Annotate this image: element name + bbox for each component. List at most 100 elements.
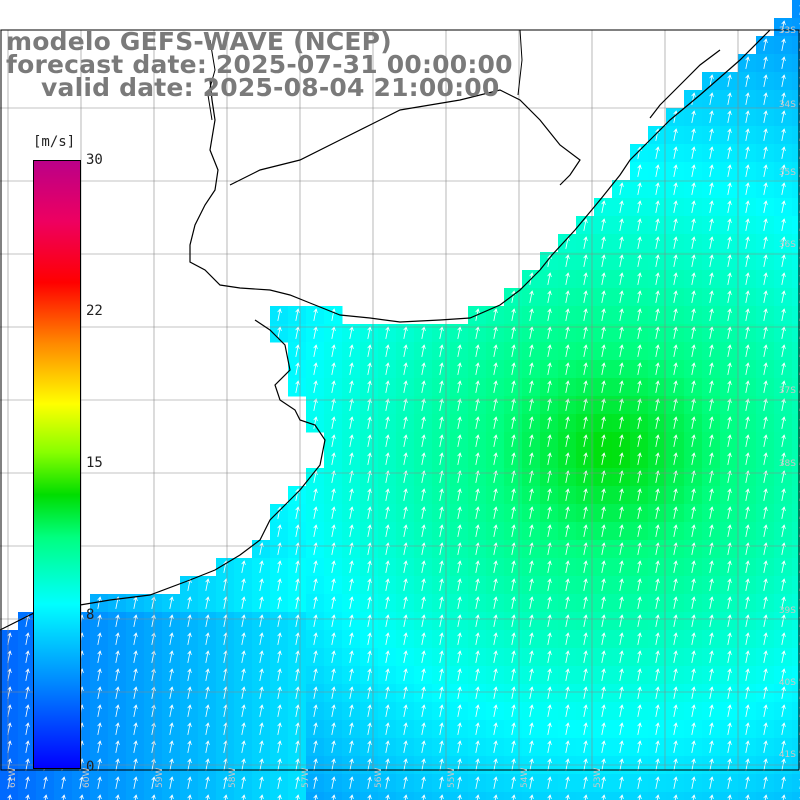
wind-arrow [763,56,768,69]
wind-arrow [313,344,318,357]
wind-cell [792,486,800,505]
colorbar-tick-30: 30 [86,152,103,168]
wind-arrow [727,488,732,501]
wind-arrow [457,668,462,681]
wind-cell [792,0,800,19]
wind-arrow [781,344,786,357]
wind-arrow [349,776,354,789]
wind-arrow [655,542,660,555]
wind-arrow [529,308,534,321]
wind-arrow [565,596,570,609]
wind-arrow [673,686,678,699]
wind-arrow [367,524,372,537]
wind-arrow [367,488,372,501]
wind-arrow [547,308,552,321]
wind-arrow [691,722,696,735]
wind-arrow [673,290,678,303]
wind-arrow [385,740,390,753]
wind-arrow [205,722,210,735]
wind-arrow [745,362,750,375]
wind-arrow [457,722,462,735]
wind-arrow [349,524,354,537]
wind-arrow [313,416,318,429]
wind-arrow [781,488,786,501]
wind-arrow [529,560,534,573]
wind-arrow [655,704,660,717]
wind-arrow [421,434,426,447]
wind-arrow [745,56,750,69]
wind-cell [792,252,800,271]
wind-arrow [259,596,264,609]
wind-arrow [511,542,516,555]
wind-arrow [637,506,642,519]
wind-arrow [133,668,138,681]
wind-arrow [673,380,678,393]
wind-arrow [781,128,786,141]
wind-arrow [655,614,660,627]
wind-arrow [565,668,570,681]
wind-arrow [331,578,336,591]
wind-arrow [385,722,390,735]
wind-arrow [781,524,786,537]
wind-arrow [331,416,336,429]
wind-arrow [727,632,732,645]
wind-arrow [475,668,480,681]
wind-arrow [565,776,570,789]
wind-arrow [637,398,642,411]
wind-arrow [709,578,714,591]
wind-arrow [709,452,714,465]
wind-arrow [655,776,660,789]
wind-arrow [529,632,534,645]
wind-arrow [709,722,714,735]
wind-arrow [655,722,660,735]
wind-arrow [475,434,480,447]
wind-arrow [583,362,588,375]
wind-arrow [439,668,444,681]
wind-arrow [727,542,732,555]
wind-arrow [763,74,768,87]
wind-arrow [673,164,678,177]
wind-arrow [745,290,750,303]
wind-arrow [367,686,372,699]
wind-arrow [421,416,426,429]
wind-arrow [259,650,264,663]
wind-arrow [205,704,210,717]
wind-cell [792,234,800,253]
wind-cell [792,522,800,541]
wind-arrow [115,668,120,681]
wind-arrow [763,38,768,51]
wind-arrow [655,506,660,519]
wind-arrow [349,542,354,555]
wind-cell [792,594,800,613]
wind-arrow [241,776,246,789]
wind-arrow [763,434,768,447]
wind-arrow [673,416,678,429]
wind-arrow [565,506,570,519]
wind-arrow [511,740,516,753]
wind-arrow [403,434,408,447]
wind-arrow [331,488,336,501]
wind-arrow [763,722,768,735]
wind-arrow [529,290,534,303]
wind-arrow [439,506,444,519]
wind-arrow [529,380,534,393]
wind-arrow [241,632,246,645]
wind-arrow [403,596,408,609]
wind-arrow [727,722,732,735]
wind-arrow [439,362,444,375]
wind-arrow [403,794,408,800]
wind-arrow [457,614,462,627]
wind-arrow [709,380,714,393]
wind-arrow [115,632,120,645]
wind-arrow [547,794,552,800]
wind-arrow [493,308,498,321]
wind-arrow [781,632,786,645]
wind-arrow [439,578,444,591]
wind-arrow [601,578,606,591]
wind-arrow [439,650,444,663]
wind-cell [792,666,800,685]
wind-arrow [511,632,516,645]
wind-cell [792,36,800,55]
wind-arrow [727,686,732,699]
wind-arrow [781,110,786,123]
